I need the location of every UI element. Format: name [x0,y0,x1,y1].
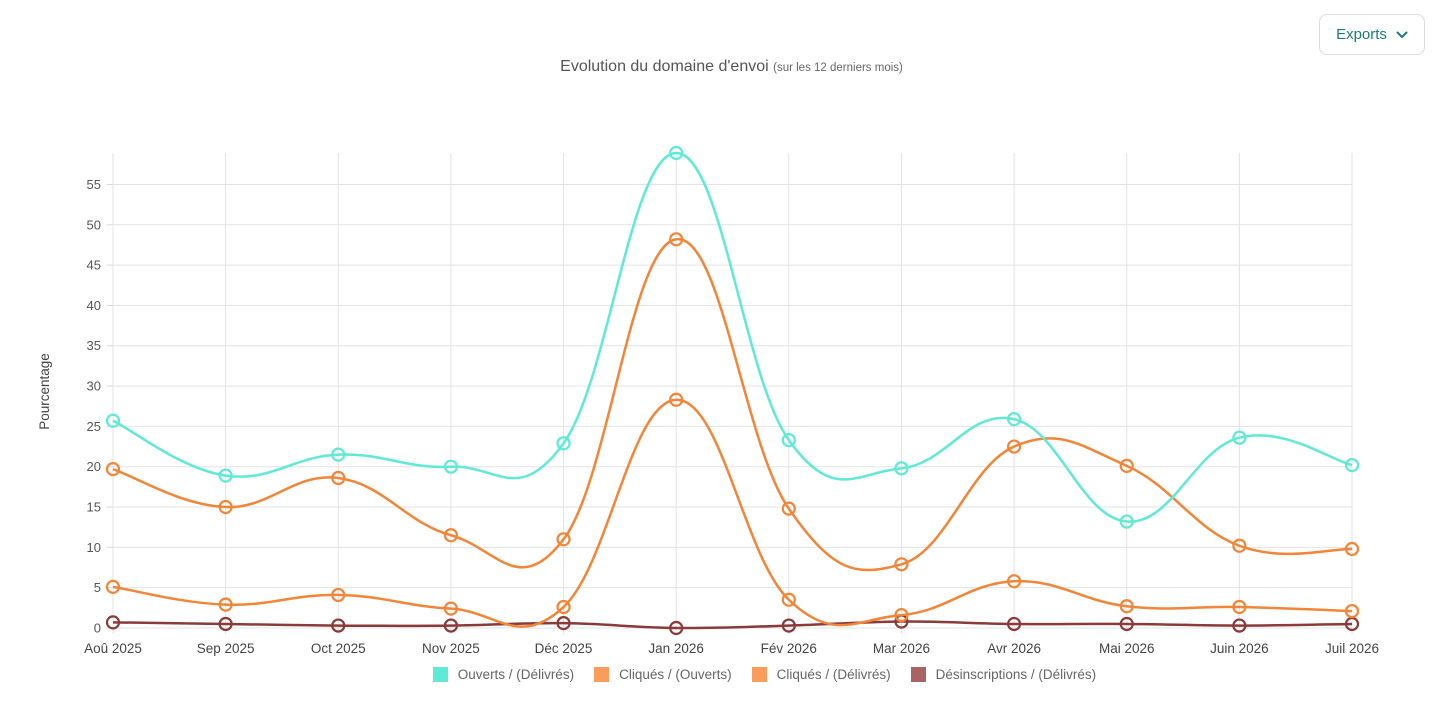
data-point [1119,458,1134,474]
data-point [1344,541,1360,557]
chart-subtitle: (sur les 12 derniers mois) [773,62,903,74]
legend-item[interactable]: Désinscriptions / (Délivrés) [910,667,1097,682]
y-tick-label: 25 [87,419,101,434]
legend-label: Ouverts / (Délivrés) [457,667,575,682]
data-point [443,618,459,633]
x-tick-label: Aoû 2025 [84,641,142,656]
chevron-down-icon [1396,31,1408,38]
legend-label: Désinscriptions / (Délivrés) [935,667,1097,682]
data-point [1006,412,1022,427]
x-tick-label: Oct 2025 [311,641,366,656]
data-point [443,459,459,474]
data-point [105,579,121,594]
data-point [781,432,796,448]
data-point [1232,430,1247,445]
y-tick-label: 40 [87,298,101,313]
y-tick-label: 10 [87,540,101,555]
data-point [105,615,121,630]
legend-item[interactable]: Ouverts / (Délivrés) [432,667,575,682]
legend-swatch [594,667,610,682]
legend-label: Cliqués / (Ouverts) [619,667,732,682]
data-point [1232,599,1247,615]
legend-item[interactable]: Cliqués / (Délivrés) [751,667,891,682]
data-point [669,145,684,161]
x-tick-label: Fév 2026 [761,641,817,656]
data-point [781,501,796,516]
legend-swatch [910,667,926,682]
data-point [1006,574,1022,589]
data-point [443,601,459,616]
data-point [1006,616,1022,632]
data-point [443,528,459,543]
data-point [218,616,233,632]
data-point [1119,599,1134,614]
data-point [894,557,909,572]
data-point [894,461,909,476]
y-tick-label: 15 [87,500,101,515]
data-point [1119,514,1134,529]
x-tick-label: Jan 2026 [648,641,704,656]
y-axis-title: Pourcentage [37,353,52,430]
data-point [556,616,571,631]
y-tick-label: 5 [94,580,101,595]
chart-legend: Ouverts / (Délivrés) Cliqués / (Ouverts) C… [0,667,1446,682]
exports-button[interactable]: Exports [1319,14,1425,55]
data-point [1232,618,1247,633]
y-tick-label: 45 [87,258,101,273]
data-point [331,447,346,462]
data-point [218,499,233,515]
legend-swatch [432,667,448,682]
y-tick-label: 20 [87,459,101,474]
y-tick-label: 35 [87,338,101,353]
data-point [894,607,909,623]
x-tick-label: Mai 2026 [1099,641,1155,656]
data-point [781,592,796,607]
data-point [669,232,684,247]
x-tick-label: Sep 2025 [197,641,255,656]
x-tick-label: Juin 2026 [1210,641,1269,656]
data-point [105,462,121,477]
x-tick-label: Nov 2025 [422,641,480,656]
chart-title: Evolution du domaine d'envoi [560,58,769,75]
y-tick-label: 50 [87,217,101,232]
y-tick-label: 55 [87,177,101,192]
x-tick-label: Avr 2026 [987,641,1041,656]
y-tick-label: 30 [87,379,101,394]
data-point [556,532,571,547]
legend-label: Cliqués / (Délivrés) [776,667,891,682]
data-point [1344,603,1360,619]
series-line [112,238,1353,572]
data-point [331,470,346,486]
legend-swatch [751,667,767,682]
data-point [669,392,684,407]
x-tick-label: Déc 2025 [535,641,593,656]
data-point [331,618,346,633]
x-tick-label: Juil 2026 [1325,641,1379,656]
data-point [1232,538,1247,553]
chart-title-block: Evolution du domaine d'envoi (sur les 12… [0,58,1446,76]
data-point [1119,616,1134,632]
data-point [669,620,684,636]
data-point [781,618,796,633]
series-line [112,398,1353,628]
legend-item[interactable]: Cliqués / (Ouverts) [594,667,732,682]
data-point [1344,457,1360,473]
exports-label: Exports [1336,26,1387,43]
data-point [218,597,233,612]
data-point [556,436,571,451]
x-tick-label: Mar 2026 [873,641,930,656]
data-point [218,468,233,483]
data-point [331,587,346,603]
series-line [112,151,1353,523]
data-point [556,599,571,615]
data-point [105,413,121,428]
y-tick-label: 0 [94,621,101,636]
series-line [112,620,1353,630]
data-point [1006,439,1022,454]
